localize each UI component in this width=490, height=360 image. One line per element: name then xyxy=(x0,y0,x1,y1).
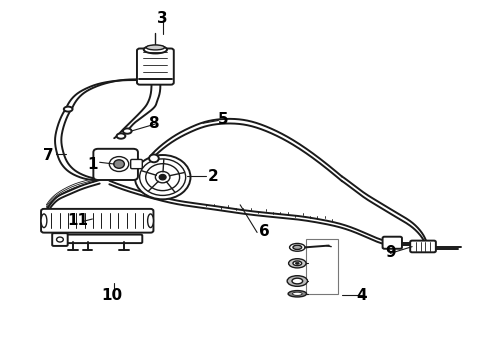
FancyBboxPatch shape xyxy=(410,240,436,252)
Ellipse shape xyxy=(123,129,132,134)
Ellipse shape xyxy=(109,157,129,171)
Circle shape xyxy=(56,237,63,242)
Ellipse shape xyxy=(292,278,303,284)
Ellipse shape xyxy=(293,261,302,266)
Ellipse shape xyxy=(289,259,306,268)
Ellipse shape xyxy=(114,160,124,168)
Ellipse shape xyxy=(159,175,166,180)
Bar xyxy=(306,239,338,294)
Text: 9: 9 xyxy=(385,245,395,260)
Text: 11: 11 xyxy=(67,213,88,228)
Text: 3: 3 xyxy=(157,11,168,26)
Text: 10: 10 xyxy=(101,288,122,303)
FancyBboxPatch shape xyxy=(64,235,142,243)
FancyBboxPatch shape xyxy=(137,49,174,85)
Ellipse shape xyxy=(41,214,47,228)
FancyBboxPatch shape xyxy=(383,237,402,249)
Ellipse shape xyxy=(147,214,153,228)
Ellipse shape xyxy=(287,276,308,286)
Ellipse shape xyxy=(293,245,302,249)
Text: 4: 4 xyxy=(356,288,367,303)
Text: 7: 7 xyxy=(44,148,54,163)
Ellipse shape xyxy=(293,292,302,295)
Ellipse shape xyxy=(135,155,191,199)
Ellipse shape xyxy=(146,45,165,50)
FancyBboxPatch shape xyxy=(52,233,68,246)
Ellipse shape xyxy=(295,262,299,264)
Text: 1: 1 xyxy=(87,157,98,172)
FancyBboxPatch shape xyxy=(41,209,153,233)
Ellipse shape xyxy=(149,154,159,162)
FancyBboxPatch shape xyxy=(131,159,142,168)
Ellipse shape xyxy=(64,107,73,112)
Text: 8: 8 xyxy=(147,116,158,131)
Ellipse shape xyxy=(290,243,305,251)
Ellipse shape xyxy=(117,134,125,139)
Ellipse shape xyxy=(288,291,307,297)
Text: 2: 2 xyxy=(208,169,219,184)
Text: 6: 6 xyxy=(259,224,270,239)
Text: 5: 5 xyxy=(218,112,228,127)
FancyBboxPatch shape xyxy=(94,149,138,180)
Ellipse shape xyxy=(144,46,167,54)
